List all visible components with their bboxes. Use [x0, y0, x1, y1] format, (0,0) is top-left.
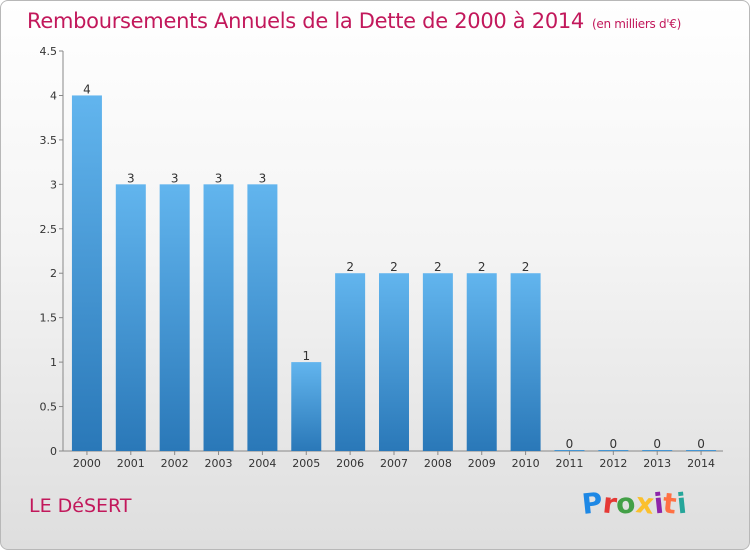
- y-tick-label: 1.5: [40, 312, 58, 325]
- y-tick-label: 3: [50, 178, 57, 191]
- x-tick-label: 2001: [117, 457, 145, 470]
- data-label: 2: [478, 260, 486, 274]
- data-label: 0: [566, 437, 574, 451]
- x-tick-label: 2002: [161, 457, 189, 470]
- data-label: 4: [83, 82, 91, 96]
- title-text: Remboursements Annuels de la Dette de 20…: [27, 9, 584, 33]
- bar: [115, 184, 146, 452]
- y-tick-label: 1: [50, 356, 57, 369]
- bar: [203, 184, 234, 452]
- data-label: 0: [653, 437, 661, 451]
- x-tick-label: 2000: [73, 457, 101, 470]
- x-tick-label: 2006: [336, 457, 364, 470]
- data-label: 3: [127, 171, 135, 185]
- y-tick-label: 4.5: [40, 45, 58, 58]
- y-tick-label: 4: [50, 89, 57, 102]
- chart-subtitle: (en milliers d'€): [592, 17, 682, 31]
- bar: [247, 184, 278, 452]
- bar: [598, 450, 629, 451]
- data-label: 1: [302, 349, 310, 363]
- chart-title: Remboursements Annuels de la Dette de 20…: [27, 9, 681, 33]
- x-tick-label: 2012: [599, 457, 627, 470]
- data-label: 3: [215, 171, 223, 185]
- x-tick-label: 2010: [512, 457, 540, 470]
- bar: [335, 273, 366, 451]
- x-tick-label: 2014: [687, 457, 715, 470]
- x-tick-label: 2007: [380, 457, 408, 470]
- x-tick-label: 2009: [468, 457, 496, 470]
- data-label: 3: [259, 171, 267, 185]
- data-labels: 4 3 3 3 3 1 2 2 2 2 2 0 0 0 0: [83, 82, 705, 451]
- data-label: 0: [610, 437, 618, 451]
- data-label: 2: [434, 260, 442, 274]
- y-tick-label: 0.5: [40, 401, 58, 414]
- x-tick-labels: 2000 2001 2002 2003 2004 2005 2006 2007 2008 2009…: [73, 457, 715, 470]
- y-tick-label: 2.5: [40, 223, 58, 236]
- data-label: 0: [697, 437, 705, 451]
- x-tick-label: 2003: [205, 457, 233, 470]
- bar: [422, 273, 453, 451]
- y-tick-labels: 0 0.5 1 1.5 2 2.5 3 3.5 4 4.5: [40, 45, 58, 458]
- bar: [291, 362, 322, 451]
- data-label: 2: [390, 260, 398, 274]
- proxiti-logo[interactable]: Proxiti: [580, 486, 688, 521]
- y-tick-label: 2: [50, 267, 57, 280]
- bar: [71, 95, 102, 451]
- bar: [379, 273, 409, 451]
- x-tick-label: 2011: [555, 457, 583, 470]
- data-label: 2: [522, 260, 530, 274]
- bar: [642, 450, 673, 451]
- x-tick-label: 2013: [643, 457, 671, 470]
- bar: [510, 273, 541, 451]
- bar: [466, 273, 497, 451]
- bars: [71, 95, 717, 452]
- bar: [554, 450, 585, 451]
- y-tick-label: 0: [50, 445, 57, 458]
- y-tick-label: 3.5: [40, 134, 58, 147]
- bar: [159, 184, 190, 452]
- x-tick-label: 2008: [424, 457, 452, 470]
- bar: [686, 450, 717, 451]
- data-label: 3: [171, 171, 179, 185]
- x-tick-label: 2004: [248, 457, 276, 470]
- commune-name: LE DéSERT: [29, 495, 132, 517]
- logo-letter: i: [674, 486, 688, 521]
- data-label: 2: [346, 260, 354, 274]
- x-tick-label: 2005: [292, 457, 320, 470]
